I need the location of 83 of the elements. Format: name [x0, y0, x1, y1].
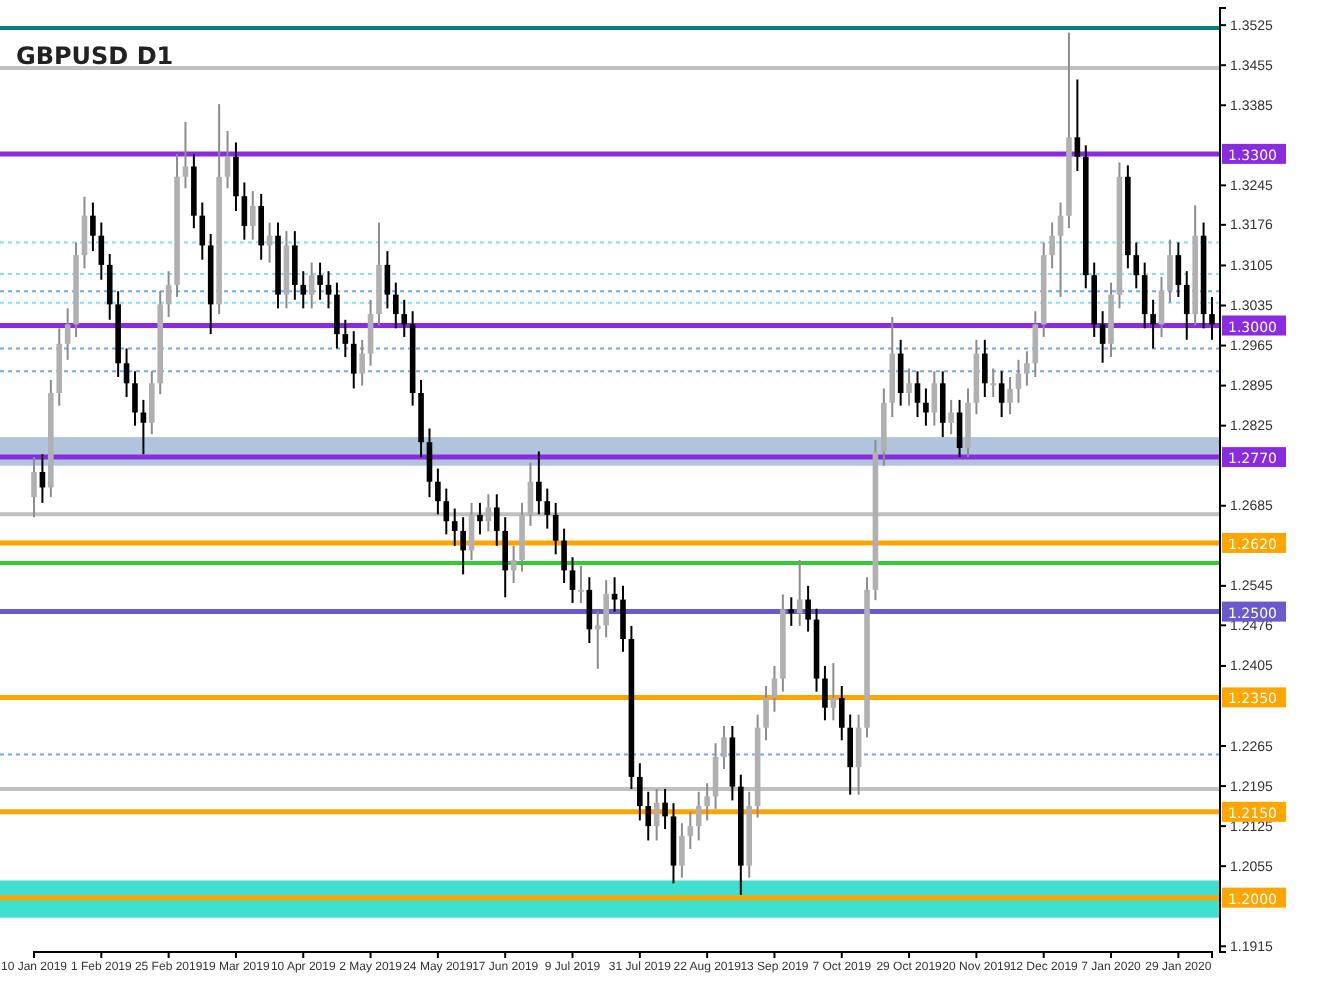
candlestick: [939, 370, 946, 439]
candlestick: [645, 790, 652, 842]
candlestick: [822, 664, 828, 722]
candlestick: [502, 516, 508, 599]
candlestick: [788, 596, 795, 627]
candlestick: [721, 725, 727, 770]
candlestick: [367, 298, 374, 367]
candlestick: [965, 387, 971, 459]
candlestick: [64, 307, 71, 361]
candlestick: [1209, 295, 1215, 341]
candlestick: [460, 516, 466, 576]
candlestick: [393, 281, 399, 330]
candlestick: [838, 684, 845, 742]
candlestick: [578, 564, 584, 605]
candlestick: [249, 190, 256, 241]
candlestick: [594, 610, 601, 670]
candlestick: [1024, 350, 1030, 387]
candlestick: [451, 507, 458, 547]
candlestick: [106, 253, 113, 321]
candlestick: [544, 487, 551, 530]
candlestick: [1049, 221, 1055, 270]
candlestick: [536, 450, 542, 516]
candlestick: [426, 427, 433, 499]
candlestick: [90, 201, 96, 253]
candlestick: [662, 787, 668, 830]
candlestick: [1175, 241, 1182, 298]
candlestick: [830, 662, 837, 722]
candlestick: [241, 181, 248, 241]
candlestick: [990, 367, 997, 399]
candlestick: [552, 501, 559, 556]
candlestick: [906, 367, 912, 407]
candlestick: [695, 790, 702, 842]
text: GBPUSD D1: [16, 42, 174, 70]
candlestick: [847, 713, 853, 796]
candlestick: [401, 298, 408, 338]
candlestick: [1074, 78, 1081, 173]
candlestick: [603, 579, 609, 639]
candlestick: [292, 230, 298, 301]
candlestick: [805, 584, 811, 633]
candlestick: [485, 493, 492, 533]
candlestick: [763, 684, 769, 742]
candlestick: [308, 261, 315, 310]
candlestick: [182, 120, 189, 190]
candlestick: [300, 270, 307, 310]
candlestick: [611, 576, 618, 613]
candlestick: [384, 250, 391, 310]
candlestick: [31, 456, 37, 519]
candlestick: [199, 201, 206, 261]
candlestick: [342, 318, 349, 358]
candlestick: [956, 398, 963, 459]
candlestick: [140, 398, 147, 456]
candlestick: [998, 370, 1005, 419]
candlestick: [637, 762, 643, 822]
candlestick: [519, 501, 525, 573]
candlestick: [435, 467, 441, 516]
candlestick: [1150, 298, 1156, 350]
candlestick: [620, 584, 626, 653]
candlestick: [796, 559, 803, 627]
candlestick: [948, 398, 954, 436]
candlestick: [477, 501, 483, 536]
candlestick: [317, 261, 323, 301]
candlestick: [132, 370, 138, 427]
candlestick: [350, 330, 357, 390]
candlestick: [325, 270, 332, 310]
candlestick: [334, 281, 340, 350]
candlestick: [923, 387, 929, 427]
candlestick: [704, 782, 710, 822]
candlestick: [1099, 310, 1106, 364]
candlestick: [687, 810, 694, 851]
candlestick: [493, 493, 500, 547]
candlestick: [1007, 376, 1013, 416]
candlestick: [359, 338, 365, 387]
candlestick: [561, 527, 567, 584]
candlestick: [233, 141, 239, 213]
candlestick: [679, 822, 685, 879]
candlestick: [982, 338, 988, 399]
candlestick: [569, 556, 576, 605]
candlestick: [914, 370, 921, 419]
candlestick: [149, 370, 155, 436]
candlestick: [1133, 241, 1140, 290]
candlestick: [258, 192, 264, 261]
candlestick: [1183, 270, 1190, 341]
candlestick: [1167, 238, 1173, 304]
